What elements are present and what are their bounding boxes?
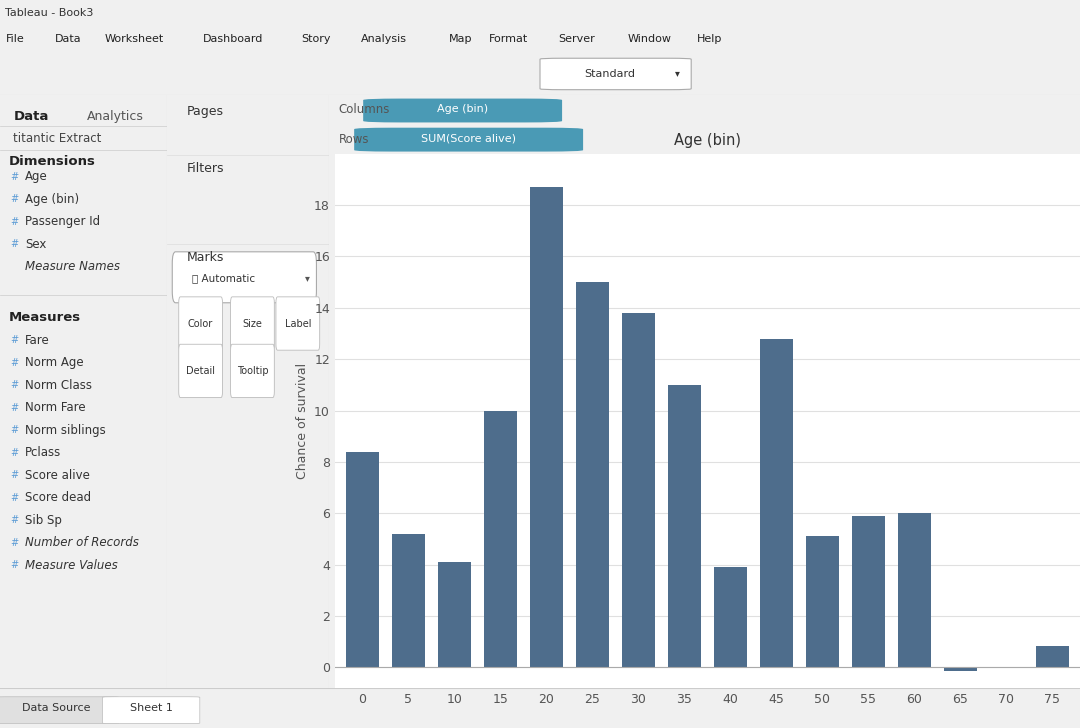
- Text: #: #: [10, 425, 18, 435]
- Text: #: #: [10, 403, 18, 413]
- Title: Age (bin): Age (bin): [674, 133, 741, 149]
- Text: Filters: Filters: [187, 162, 225, 175]
- Text: Age (bin): Age (bin): [437, 104, 488, 114]
- Text: ▾: ▾: [675, 68, 680, 79]
- Text: Rows: Rows: [338, 132, 369, 146]
- Text: Fare: Fare: [25, 333, 50, 347]
- Text: Dimensions: Dimensions: [9, 155, 95, 168]
- Text: Passenger Id: Passenger Id: [25, 215, 100, 228]
- FancyBboxPatch shape: [363, 98, 562, 122]
- Text: Format: Format: [489, 34, 528, 44]
- Text: #: #: [10, 561, 18, 570]
- Text: Pages: Pages: [187, 106, 224, 119]
- Text: Dashboard: Dashboard: [203, 34, 264, 44]
- Text: Columns: Columns: [338, 103, 390, 116]
- Text: #: #: [10, 493, 18, 503]
- Bar: [714, 567, 747, 668]
- Bar: [852, 516, 885, 668]
- Text: #: #: [10, 194, 18, 204]
- Text: Data: Data: [13, 110, 49, 122]
- Bar: [576, 282, 609, 668]
- FancyBboxPatch shape: [231, 344, 274, 397]
- Text: File: File: [5, 34, 24, 44]
- Text: #: #: [10, 217, 18, 226]
- FancyBboxPatch shape: [179, 297, 222, 350]
- Text: Tooltip: Tooltip: [237, 366, 268, 376]
- FancyBboxPatch shape: [173, 252, 316, 303]
- Text: Standard: Standard: [584, 68, 636, 79]
- Text: Score alive: Score alive: [25, 469, 90, 482]
- FancyBboxPatch shape: [179, 344, 222, 397]
- FancyBboxPatch shape: [276, 297, 320, 350]
- Text: SUM(Score alive): SUM(Score alive): [421, 133, 516, 143]
- Bar: [897, 513, 931, 668]
- Text: ▾: ▾: [305, 273, 310, 283]
- Text: Window: Window: [627, 34, 672, 44]
- Text: #: #: [10, 538, 18, 547]
- Text: Age: Age: [25, 170, 48, 183]
- Text: #: #: [10, 239, 18, 249]
- Text: Label: Label: [284, 319, 311, 328]
- FancyBboxPatch shape: [231, 297, 274, 350]
- Bar: [944, 668, 977, 671]
- Text: Analytics: Analytics: [87, 110, 144, 122]
- Text: Tableau - Book3: Tableau - Book3: [5, 8, 94, 18]
- FancyBboxPatch shape: [0, 697, 119, 724]
- Bar: [346, 451, 379, 668]
- Text: Norm Class: Norm Class: [25, 379, 92, 392]
- Bar: [392, 534, 424, 668]
- Text: Sheet 1: Sheet 1: [130, 703, 173, 713]
- Text: Number of Records: Number of Records: [25, 537, 139, 549]
- Bar: [1036, 646, 1069, 668]
- Text: Age (bin): Age (bin): [25, 193, 79, 205]
- Text: Detail: Detail: [186, 366, 215, 376]
- Bar: [484, 411, 517, 668]
- Bar: [530, 187, 563, 668]
- Text: Data: Data: [55, 34, 82, 44]
- FancyBboxPatch shape: [354, 127, 583, 151]
- Text: Pclass: Pclass: [25, 446, 62, 459]
- Text: #: #: [10, 380, 18, 390]
- Text: #: #: [10, 357, 18, 368]
- Text: Measure Names: Measure Names: [25, 260, 120, 273]
- Text: #: #: [10, 448, 18, 458]
- Bar: [760, 339, 793, 668]
- Text: Sex: Sex: [25, 237, 46, 250]
- Bar: [667, 385, 701, 668]
- Text: Measures: Measures: [9, 311, 81, 324]
- Text: #: #: [10, 172, 18, 181]
- Bar: [806, 537, 839, 668]
- Bar: [622, 313, 654, 668]
- Text: #: #: [10, 515, 18, 526]
- Text: Map: Map: [449, 34, 473, 44]
- Text: Story: Story: [301, 34, 330, 44]
- Text: Size: Size: [243, 319, 262, 328]
- FancyBboxPatch shape: [103, 697, 200, 724]
- Text: Norm Fare: Norm Fare: [25, 401, 85, 414]
- Text: Score dead: Score dead: [25, 491, 91, 505]
- Text: ⬛ Automatic: ⬛ Automatic: [192, 273, 255, 283]
- Text: Sib Sp: Sib Sp: [25, 514, 62, 527]
- Text: Norm siblings: Norm siblings: [25, 424, 106, 437]
- Text: Analysis: Analysis: [361, 34, 407, 44]
- Text: Marks: Marks: [187, 251, 225, 264]
- Text: #: #: [10, 470, 18, 480]
- Text: Norm Age: Norm Age: [25, 356, 84, 369]
- Text: Measure Values: Measure Values: [25, 559, 118, 571]
- Text: Worksheet: Worksheet: [105, 34, 164, 44]
- Text: Data Source: Data Source: [22, 703, 91, 713]
- Text: Help: Help: [697, 34, 721, 44]
- Text: #: #: [10, 335, 18, 345]
- Y-axis label: Chance of survival: Chance of survival: [296, 363, 309, 479]
- Text: Server: Server: [558, 34, 595, 44]
- FancyBboxPatch shape: [540, 58, 691, 90]
- Text: titantic Extract: titantic Extract: [13, 132, 102, 145]
- Bar: [437, 562, 471, 668]
- Text: Color: Color: [188, 319, 213, 328]
